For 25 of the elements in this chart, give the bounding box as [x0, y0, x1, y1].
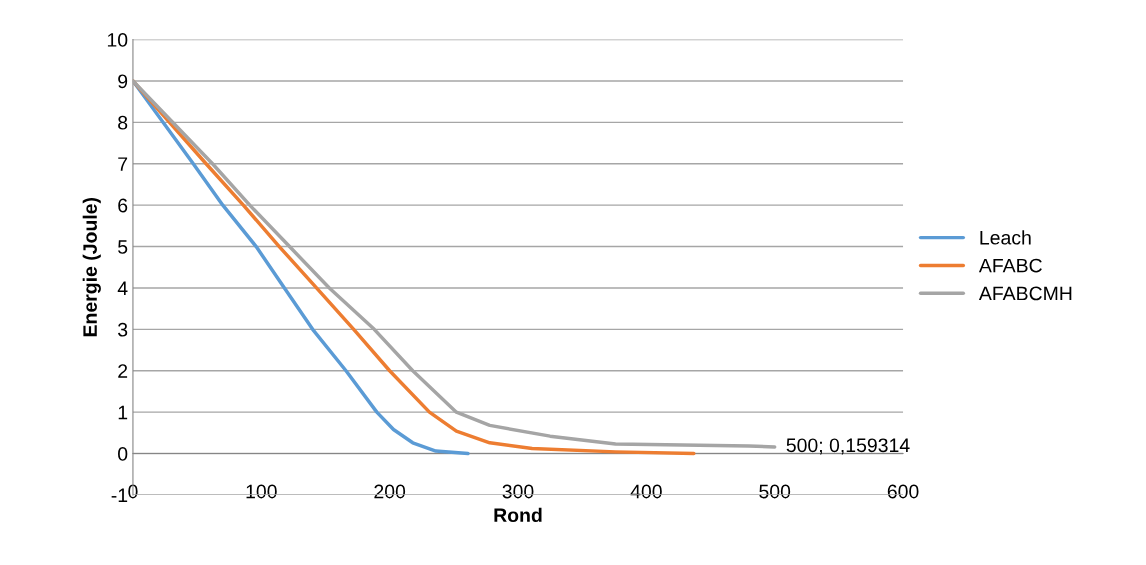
y-tick-label: 3 — [118, 322, 128, 337]
x-tick-label: 500 — [759, 484, 791, 499]
y-tick-label: 4 — [117, 281, 128, 295]
y-tick-label: 2 — [118, 364, 128, 378]
y-tick-label: 1 — [118, 405, 128, 420]
y-tick-label: 7 — [118, 157, 128, 171]
x-axis-title: Rond — [494, 507, 542, 523]
y-tick-label: 5 — [118, 240, 128, 254]
x-tick-label: 100 — [246, 484, 277, 499]
legend-label: AFABCMH — [978, 286, 1072, 301]
y-tick-label: 9 — [118, 74, 128, 89]
y-tick-label: 0 — [118, 447, 128, 461]
x-tick-label: 200 — [374, 484, 406, 499]
x-tick-label: 0 — [128, 484, 138, 499]
x-tick-label: 300 — [502, 484, 534, 499]
y-tick-label: -1 — [111, 488, 128, 502]
y-tick-label: 10 — [107, 33, 128, 47]
x-tick-label: 400 — [630, 484, 662, 499]
x-tick-label: 600 — [887, 484, 919, 499]
y-tick-label: 6 — [118, 198, 128, 213]
annotation: 500; 0,159314 — [786, 438, 910, 455]
legend-label: AFABC — [978, 258, 1042, 273]
legend-label: Leach — [980, 230, 1031, 245]
y-axis-title: Energie (Joule) — [82, 197, 101, 337]
y-tick-label: 8 — [118, 115, 128, 130]
